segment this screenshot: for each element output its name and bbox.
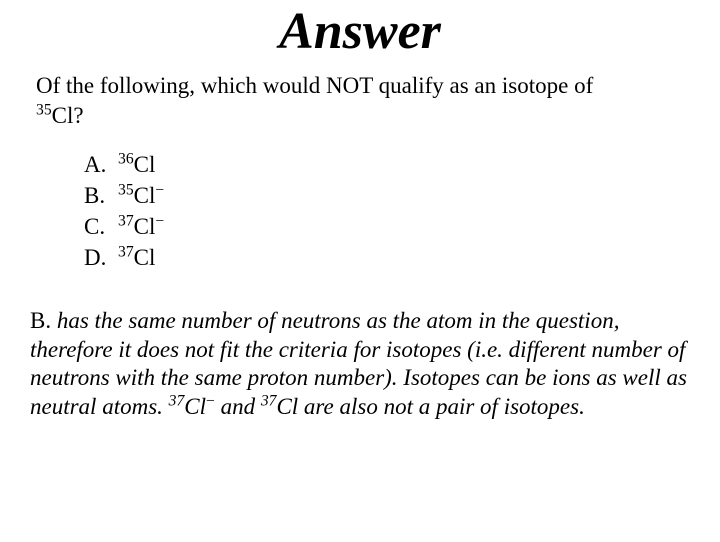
option-element: Cl: [134, 214, 156, 239]
explanation-mid: and: [215, 394, 261, 419]
option-element: Cl: [134, 152, 156, 177]
question-mass-number: 35: [36, 101, 52, 118]
answer-explanation: B. has the same number of neutrons as th…: [30, 307, 690, 422]
iso2-sup: 37: [261, 393, 277, 410]
iso2-el: Cl: [276, 394, 298, 419]
option-charge: −: [155, 212, 164, 229]
option-letter: A.: [84, 149, 118, 180]
option-sup: 37: [118, 212, 134, 229]
page-title: Answer: [0, 2, 720, 61]
explanation-lead: B.: [30, 308, 51, 333]
question-line1: Of the following, which would NOT qualif…: [36, 73, 593, 98]
option-letter: C.: [84, 211, 118, 242]
option-a: A. 36Cl: [84, 149, 720, 180]
iso1-el: Cl: [184, 394, 206, 419]
option-value: 37Cl: [118, 242, 155, 273]
option-sup: 36: [118, 150, 134, 167]
iso1-sup: 37: [169, 393, 185, 410]
option-sup: 35: [118, 181, 134, 198]
option-value: 36Cl: [118, 149, 155, 180]
question-element: Cl?: [52, 103, 84, 128]
option-letter: B.: [84, 180, 118, 211]
options-list: A. 36Cl B. 35Cl− C. 37Cl− D. 37Cl: [84, 149, 720, 273]
option-c: C. 37Cl−: [84, 211, 720, 242]
iso1-charge: −: [206, 393, 215, 410]
option-element: Cl: [134, 183, 156, 208]
option-charge: −: [155, 181, 164, 198]
option-value: 35Cl−: [118, 180, 164, 211]
option-b: B. 35Cl−: [84, 180, 720, 211]
question-text: Of the following, which would NOT qualif…: [36, 71, 690, 131]
option-value: 37Cl−: [118, 211, 164, 242]
option-d: D. 37Cl: [84, 242, 720, 273]
option-sup: 37: [118, 243, 134, 260]
option-letter: D.: [84, 242, 118, 273]
option-element: Cl: [134, 245, 156, 270]
explanation-part2: are also not a pair of isotopes.: [298, 394, 585, 419]
